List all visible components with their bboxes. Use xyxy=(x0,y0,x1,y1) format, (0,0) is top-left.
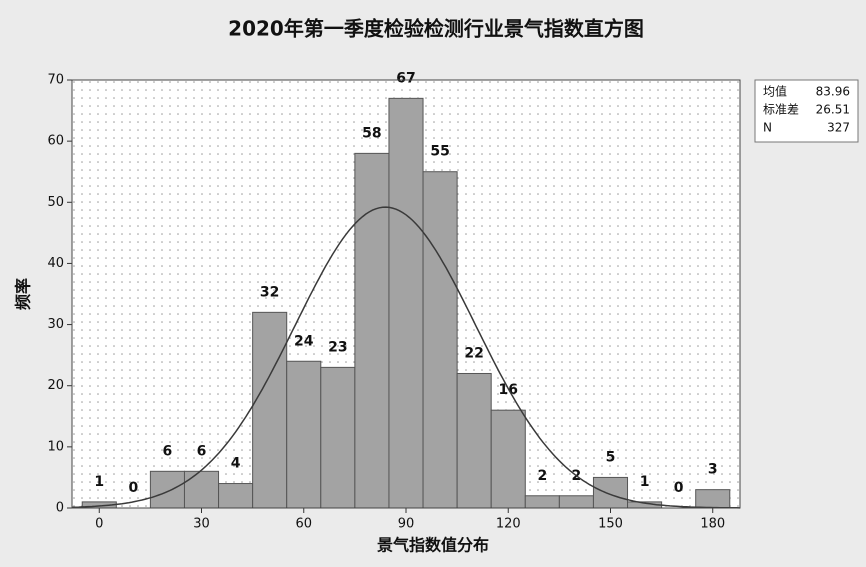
data-label: 23 xyxy=(328,339,347,355)
data-label: 1 xyxy=(640,474,650,490)
data-label: 6 xyxy=(197,443,207,459)
data-label: 0 xyxy=(128,480,138,496)
stat-label: 均值 xyxy=(763,84,787,99)
bar xyxy=(183,470,220,509)
x-tick-label: 120 xyxy=(496,517,521,532)
data-label: 67 xyxy=(396,70,415,86)
x-tick-label: 180 xyxy=(700,517,725,532)
data-label: 4 xyxy=(231,456,241,472)
bar xyxy=(320,366,356,509)
bar xyxy=(286,360,322,509)
x-tick-label: 60 xyxy=(295,517,312,532)
y-axis-label: 频率 xyxy=(14,278,33,310)
fit-curve xyxy=(71,206,741,509)
stat-label: N xyxy=(763,121,772,135)
bar xyxy=(592,476,629,509)
stats-box xyxy=(754,79,859,143)
bar xyxy=(456,372,492,509)
stat-value: 26.51 xyxy=(816,103,850,117)
stat-value: 327 xyxy=(827,121,850,135)
y-tick-label: 10 xyxy=(47,439,64,454)
y-tick-label: 50 xyxy=(47,195,64,210)
data-label: 0 xyxy=(674,480,684,496)
y-tick-label: 0 xyxy=(56,501,64,516)
data-label: 22 xyxy=(464,345,483,361)
bar xyxy=(149,470,185,509)
data-label: 3 xyxy=(708,462,718,478)
x-axis-label: 景气指数值分布 xyxy=(377,536,489,555)
x-tick-label: 90 xyxy=(398,517,415,532)
x-tick-label: 30 xyxy=(193,517,210,532)
bar xyxy=(490,409,526,509)
data-label: 55 xyxy=(430,144,449,160)
data-label: 2 xyxy=(537,468,547,484)
data-label: 5 xyxy=(606,449,616,465)
y-tick-label: 70 xyxy=(47,73,64,88)
y-tick-label: 20 xyxy=(47,378,64,393)
data-label: 6 xyxy=(163,443,173,459)
y-tick-label: 30 xyxy=(47,317,64,332)
y-tick-label: 60 xyxy=(47,134,64,149)
bar xyxy=(218,483,254,509)
stat-value: 83.96 xyxy=(816,85,850,99)
data-label: 1 xyxy=(94,474,104,490)
x-tick-label: 150 xyxy=(598,517,623,532)
x-tick-label: 0 xyxy=(95,517,103,532)
bar xyxy=(524,495,560,509)
bar xyxy=(388,97,424,509)
y-tick-label: 40 xyxy=(47,256,64,271)
plot-frame xyxy=(71,79,741,509)
bar xyxy=(252,311,288,509)
stat-label: 标准差 xyxy=(763,103,799,117)
bar xyxy=(558,495,594,509)
chart-title: 2020年第一季度检验检测行业景气指数直方图 xyxy=(228,17,644,41)
data-label: 24 xyxy=(294,333,314,349)
bar xyxy=(422,171,458,509)
bar xyxy=(695,489,731,509)
data-label: 58 xyxy=(362,125,381,141)
data-label: 32 xyxy=(260,284,279,300)
